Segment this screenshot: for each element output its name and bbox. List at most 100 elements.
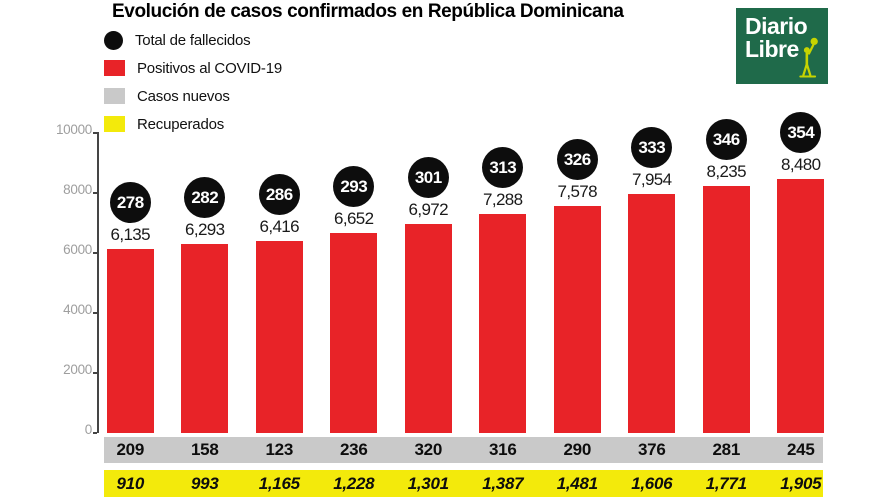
- band-cell: 316: [489, 440, 517, 459]
- bar-value-label: 6,972: [408, 199, 449, 219]
- deaths-badge: 346: [705, 118, 747, 160]
- recovered-band: 910 993 1,165 1,228 1,301 1,387 1,481 1,606 1,77…: [93, 470, 838, 497]
- y-axis-tick-label: 6000: [63, 242, 92, 257]
- y-axis-line: [97, 132, 99, 433]
- band-cell: 1,165: [258, 473, 300, 493]
- bar-column: 326 7,578: [540, 138, 615, 433]
- deaths-badge: 313: [482, 147, 524, 189]
- y-axis-tick: [93, 372, 97, 374]
- deaths-circle-icon: [104, 30, 123, 50]
- new-cases-cells: 209 158 123 236 320 316 290 376 281 245: [93, 437, 838, 463]
- band-cell: 1,905: [780, 473, 822, 493]
- positives-bar: [479, 214, 527, 433]
- y-axis-tick: [93, 252, 97, 254]
- legend-item-new-cases: Casos nuevos: [104, 87, 282, 105]
- legend-label: Recuperados: [137, 115, 225, 133]
- deaths-badge: 354: [780, 111, 822, 153]
- legend-label: Positivos al COVID-19: [137, 59, 283, 77]
- y-axis-tick-label: 10000: [55, 122, 92, 137]
- bar-value-label: 8,235: [706, 161, 747, 181]
- bar-value-label: 7,288: [482, 190, 523, 210]
- band-cell: 123: [265, 440, 294, 459]
- new-cases-band: 209 158 123 236 320 316 290 376 281 245: [93, 437, 838, 463]
- new-cases-square-icon: [104, 88, 125, 104]
- bar-column: 282 6,293: [168, 177, 243, 433]
- y-axis-tick: [93, 312, 97, 314]
- legend-label: Casos nuevos: [137, 87, 230, 105]
- positives-bar: [777, 178, 825, 433]
- deaths-badge: 286: [258, 173, 300, 215]
- band-cell: 1,228: [333, 473, 375, 493]
- positives-bar: [255, 240, 303, 433]
- bar-column: 333 7,954: [615, 127, 690, 433]
- y-axis-tick: [93, 192, 97, 194]
- bar-column: 354 8,480: [764, 111, 839, 433]
- legend-item-recovered: Recuperados: [104, 115, 282, 133]
- band-cell: 376: [638, 440, 666, 459]
- positives-bar: [330, 233, 378, 433]
- page-title: Evolución de casos confirmados en Repúbl…: [112, 1, 624, 22]
- bar-column: 286 6,416: [242, 173, 317, 433]
- bar-value-label: 7,954: [631, 170, 672, 190]
- positives-bar: [181, 244, 229, 433]
- y-axis: 10000 8000 6000 4000 2000 0: [0, 0, 97, 504]
- band-cell: 236: [340, 440, 368, 459]
- band-cell: 1,387: [482, 473, 524, 493]
- diario-libre-logo: Diario Libre: [736, 8, 828, 84]
- logo-line2: Libre: [745, 36, 799, 62]
- bar-column: 313 7,288: [466, 147, 541, 433]
- y-axis-tick-label: 2000: [63, 362, 92, 377]
- bar-value-label: 6,652: [333, 209, 374, 229]
- band-cell: 290: [563, 440, 592, 459]
- bar-value-label: 6,416: [259, 216, 300, 236]
- positives-bar: [702, 185, 750, 433]
- recovered-band-bg: [104, 470, 823, 497]
- bar-value-label: 7,578: [557, 181, 598, 201]
- legend-item-deaths: Total de fallecidos: [104, 30, 282, 50]
- new-cases-band-bg: [104, 437, 823, 463]
- bar-value-label: 6,293: [184, 220, 225, 240]
- bar-column: 293 6,652: [317, 166, 392, 433]
- y-axis-tick-label: 0: [84, 422, 93, 437]
- statue-figure-icon: [799, 37, 818, 78]
- deaths-badge: 293: [333, 166, 375, 208]
- band-cell: 209: [116, 440, 145, 459]
- deaths-badge: 278: [109, 181, 151, 223]
- legend-label: Total de fallecidos: [135, 31, 251, 49]
- y-axis-tick-label: 4000: [63, 302, 92, 317]
- recovered-square-icon: [104, 116, 125, 132]
- legend: Total de fallecidos Positivos al COVID-1…: [104, 30, 282, 133]
- band-cell: 1,606: [631, 473, 673, 493]
- positives-square-icon: [104, 60, 125, 76]
- positives-bar: [553, 205, 601, 433]
- band-cell: 1,771: [705, 473, 747, 493]
- band-cell: 1,481: [556, 473, 598, 493]
- positives-bar: [628, 194, 676, 433]
- bar-column: 301 6,972: [391, 156, 466, 433]
- band-cell: 993: [191, 473, 219, 493]
- logo-line1: Diario: [745, 13, 808, 39]
- bar-column: 278 6,135: [93, 181, 168, 433]
- legend-item-positives: Positivos al COVID-19: [104, 59, 282, 77]
- deaths-badge: 326: [556, 138, 598, 180]
- deaths-badge: 301: [407, 156, 449, 198]
- y-axis-tick-label: 8000: [63, 182, 92, 197]
- band-cell: 910: [116, 473, 145, 493]
- positives-bar: [106, 248, 154, 433]
- band-cell: 320: [414, 440, 443, 459]
- bar-value-label: 6,135: [110, 224, 151, 244]
- positives-bar: [404, 223, 452, 433]
- recovered-cells: 910 993 1,165 1,228 1,301 1,387 1,481 1,606 1,77…: [93, 470, 838, 497]
- bar-value-label: 8,480: [780, 154, 821, 174]
- bar-column: 346 8,235: [689, 118, 764, 433]
- band-cell: 245: [787, 440, 815, 459]
- band-cell: 281: [712, 440, 741, 459]
- band-cell: 158: [191, 440, 219, 459]
- deaths-badge: 333: [631, 127, 673, 169]
- y-axis-tick: [93, 132, 97, 134]
- chart-columns: 278 6,135 282 6,293 286 6,416 293 6,652 301 6,972…: [93, 105, 838, 433]
- band-cell: 1,301: [407, 473, 449, 493]
- y-axis-tick: [93, 432, 97, 434]
- deaths-badge: 282: [184, 177, 226, 219]
